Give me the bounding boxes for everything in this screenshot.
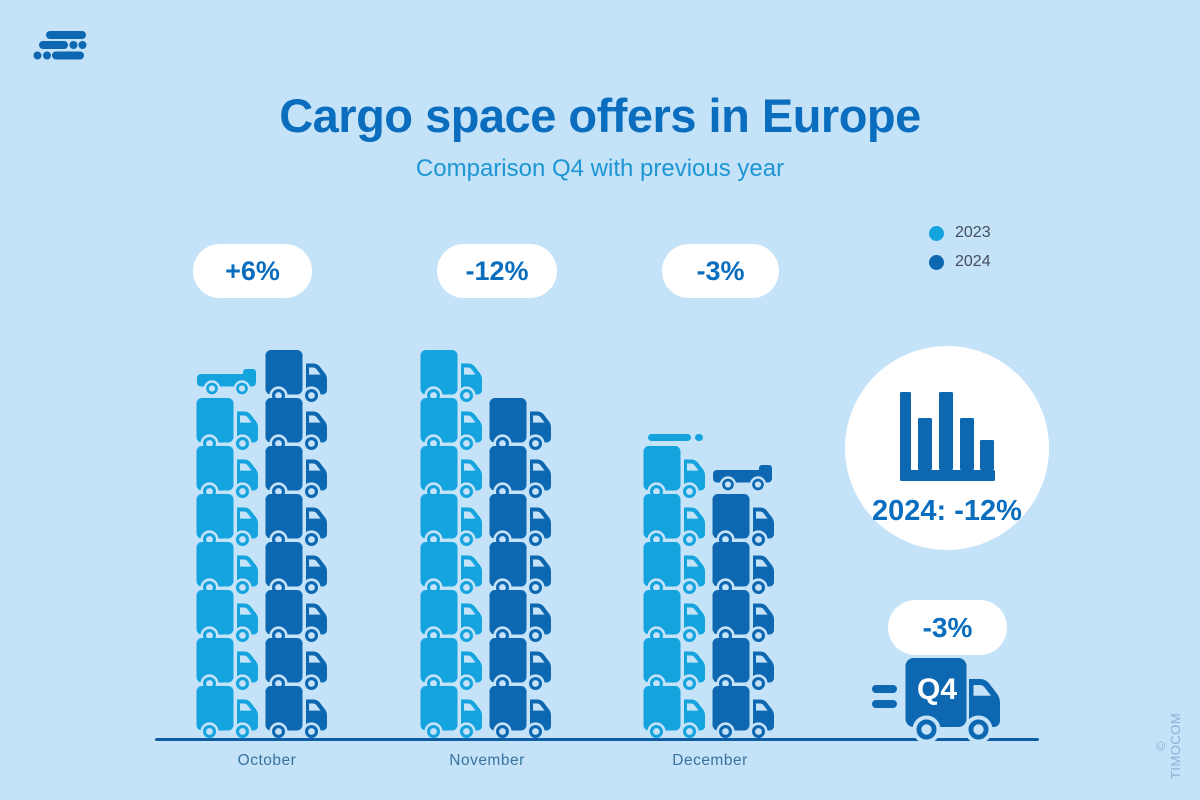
equals-bar-top [872,685,897,693]
q4-truck-icon: Q4 [905,658,1001,745]
truck-icon [489,686,551,741]
change-badge-november: -12% [437,244,557,298]
truck-icon [265,590,327,645]
chart-legend: 2023 2024 [929,224,991,271]
summary-circle-text: 2024: -12% [872,495,1022,527]
legend-dot-2023-icon [929,225,944,241]
truck-icon [265,638,327,693]
bar-chart-icon [899,392,995,481]
truck-icon [643,638,705,693]
truck-stack-october-2023 [196,368,258,741]
truck-icon [196,542,258,597]
truck-icon [643,446,705,501]
copyright-watermark: © TIMOCOM [1153,712,1183,780]
truck-icon [489,446,551,501]
truck-icon [489,542,551,597]
truck-stack-december-2023 [643,432,705,741]
truck-icon [420,350,482,405]
truck-icon [489,638,551,693]
truck-icon [196,398,258,453]
truck-icon [196,686,258,741]
truck-icon [489,590,551,645]
truck-icon [420,542,482,597]
truck-stack-november-2024 [489,398,551,741]
equals-sign [872,685,897,708]
axis-label-november: November [449,752,525,769]
truck-icon [712,638,774,693]
legend-label-2024: 2024 [955,253,991,270]
truck-icon [712,494,774,549]
truck-icon [196,494,258,549]
truck-icon [712,590,774,645]
truck-icon [420,638,482,693]
truck-icon [420,494,482,549]
truck-icon [420,686,482,741]
truck-icon [196,638,258,693]
truck-stack-december-2024 [712,464,774,741]
truck-icon [643,494,705,549]
q4-truck-label: Q4 [917,673,957,706]
truck-icon [643,542,705,597]
chart-baseline [155,738,1039,741]
legend-item-2024: 2024 [929,253,991,271]
page-subtitle: Comparison Q4 with previous year [415,155,785,182]
q4-change-badge: -3% [888,600,1007,655]
truck-icon [196,590,258,645]
truck-icon [420,590,482,645]
truck-icon [265,542,327,597]
truck-icon [420,446,482,501]
axis-label-october: October [237,752,297,769]
equals-bar-bottom [872,700,897,708]
truck-icon [265,494,327,549]
truck-icon [712,542,774,597]
truck-icon [265,686,327,741]
truck-icon [265,446,327,501]
legend-item-2023: 2023 [929,224,991,242]
legend-label-2023: 2023 [955,224,991,241]
truck-icon [265,350,327,405]
truck-icon [265,398,327,453]
summary-circle: 2024: -12% [845,346,1049,550]
half-truck-icon [712,464,774,493]
page-title: Cargo space offers in Europe [279,89,921,142]
truck-icon [196,446,258,501]
truck-icon [489,494,551,549]
legend-dot-2024-icon [929,254,944,270]
half-truck-icon [196,368,258,397]
truck-stack-october-2024 [265,350,327,741]
truck-icon [643,686,705,741]
truck-icon [489,398,551,453]
truck-icon [712,686,774,741]
truck-icon [420,398,482,453]
change-badge-october: +6% [193,244,312,298]
truck-sliver-icon [643,432,705,442]
change-badge-december: -3% [662,244,779,298]
truck-icon [643,590,705,645]
axis-label-december: December [672,752,748,769]
timocom-logo [33,31,87,60]
truck-stack-november-2023 [420,350,482,741]
